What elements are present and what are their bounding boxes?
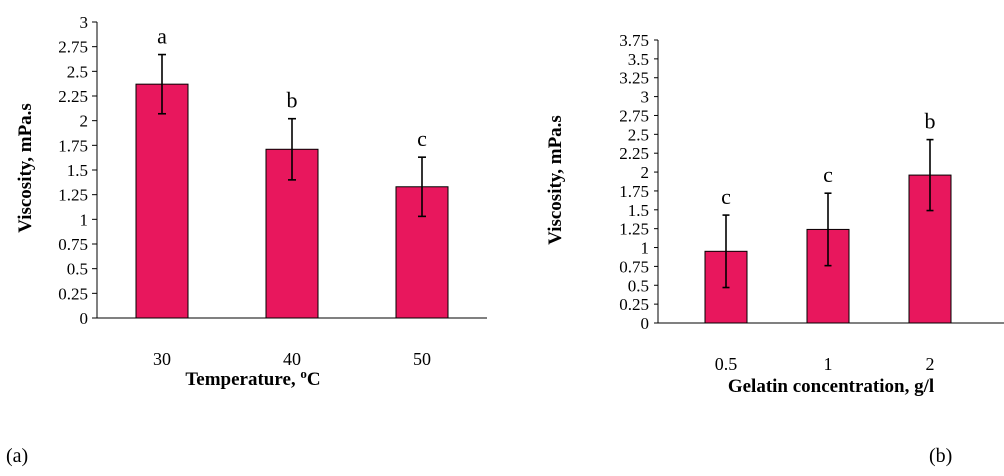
y-tick-label: 2.75	[58, 38, 88, 57]
y-tick-label: 1.25	[58, 186, 88, 205]
panel-a-error-bars	[158, 53, 426, 218]
y-tick-label: 0	[641, 314, 650, 333]
significance-letter: b	[925, 109, 936, 134]
y-tick-label: 0.25	[58, 284, 88, 303]
y-tick-label: 2.25	[619, 144, 649, 163]
significance-letter: c	[417, 126, 427, 151]
panel-a-label: (a)	[6, 445, 28, 467]
panel-b-label: (b)	[929, 445, 952, 467]
panel-a-x-axis-label: Temperature, oC	[185, 366, 320, 390]
y-tick-label: 3	[80, 13, 89, 32]
panel-b-chart: 00.250.50.7511.251.51.7522.252.52.7533.2…	[545, 31, 1004, 467]
y-tick-label: 1.5	[628, 201, 649, 220]
y-tick-label: 0.5	[67, 260, 88, 279]
y-tick-label: 1.75	[58, 136, 88, 155]
category-label: 1	[824, 354, 833, 374]
y-tick-label: 2	[80, 112, 89, 131]
y-tick-label: 1	[641, 239, 650, 258]
panel-b-x-axis-label: Gelatin concentration, g/l	[728, 376, 934, 397]
category-label: 30	[153, 349, 171, 369]
panel-b-bars	[704, 174, 952, 324]
panel-b-significance-letters: ccba	[721, 109, 936, 209]
y-tick-label: 1.25	[619, 220, 649, 239]
y-tick-label: 1.75	[619, 182, 649, 201]
panel-a-significance-letters: a b c	[157, 24, 427, 152]
panel-b-y-ticks: 00.250.50.7511.251.51.7522.252.52.7533.2…	[619, 31, 658, 333]
y-tick-label: 2.5	[67, 62, 88, 81]
y-tick-label: 0.75	[619, 257, 649, 276]
y-tick-label: 2.25	[58, 87, 88, 106]
category-label: 2	[926, 354, 935, 374]
y-tick-label: 1.5	[67, 161, 88, 180]
y-tick-label: 0.5	[628, 276, 649, 295]
category-label: 40	[283, 349, 301, 369]
y-tick-label: 2	[641, 163, 650, 182]
panel-a-y-axis-label: Viscosity, mPa.s	[15, 103, 36, 233]
panel-b-y-axis-label: Viscosity, mPa.s	[545, 115, 566, 245]
y-tick-label: 3.25	[619, 69, 649, 88]
y-tick-label: 0	[80, 309, 89, 328]
panel-a-category-labels: 30 40 50	[153, 349, 431, 369]
y-tick-label: 2.5	[628, 125, 649, 144]
category-label: 0.5	[715, 354, 738, 374]
category-label: 50	[413, 349, 431, 369]
bar	[135, 83, 189, 319]
y-tick-label: 0.75	[58, 235, 88, 254]
y-tick-label: 0.25	[619, 295, 649, 314]
panel-a-y-ticks: 0 0.25 0.5 0.75 1 1.25 1.5 1.75 2 2.25 2.5 2.75 3	[58, 13, 97, 328]
significance-letter: b	[287, 88, 298, 113]
significance-letter: c	[823, 162, 833, 187]
y-tick-label: 3	[641, 88, 650, 107]
panel-b-category-labels: 0.5123	[715, 354, 935, 374]
significance-letter: c	[721, 184, 731, 209]
y-tick-label: 1	[80, 210, 89, 229]
panel-b-error-bars	[722, 138, 934, 289]
y-tick-label: 2.75	[619, 106, 649, 125]
y-tick-label: 3.75	[619, 31, 649, 50]
panel-a-chart: 0 0.25 0.5 0.75 1 1.25 1.5 1.75 2 2.25 2.5 2.75 3 30…	[6, 13, 487, 467]
significance-letter: a	[157, 24, 167, 49]
y-tick-label: 3.5	[628, 50, 649, 69]
